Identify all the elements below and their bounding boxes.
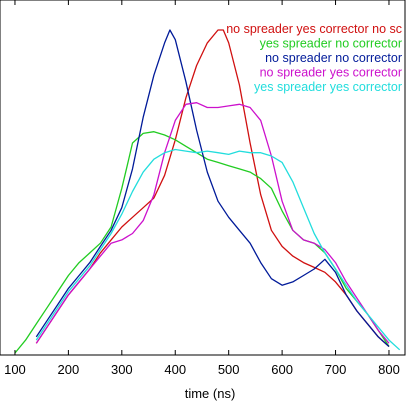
series-line-5	[35, 148, 401, 351]
legend-entry-1: no spreader yes corrector no sc	[226, 22, 402, 36]
x-axis-label: time (ns)	[185, 386, 236, 401]
series-group	[14, 29, 401, 354]
legend-entry-2: yes spreader no corrector	[260, 37, 402, 51]
series-line-3	[35, 29, 390, 347]
legend-entry-4: no spreader yes corrector	[260, 66, 402, 80]
series-line-2	[14, 131, 390, 354]
x-tick-label: 100	[4, 362, 26, 377]
x-axis-ticks: 100 200 300 400 500 600 700 800	[4, 0, 400, 377]
legend-entry-3: no spreader no corrector	[265, 51, 402, 65]
legend-entry-5: yes spreader yes corrector	[254, 80, 402, 94]
x-tick-label: 600	[271, 362, 293, 377]
series-line-4	[35, 102, 390, 344]
x-tick-label: 700	[325, 362, 347, 377]
x-tick-label: 500	[218, 362, 240, 377]
series-line-1	[35, 29, 390, 347]
plot-frame	[0, 0, 406, 356]
x-tick-label: 200	[58, 362, 80, 377]
x-tick-label: 300	[111, 362, 133, 377]
x-tick-label: 400	[164, 362, 186, 377]
x-tick-label: 800	[378, 362, 400, 377]
